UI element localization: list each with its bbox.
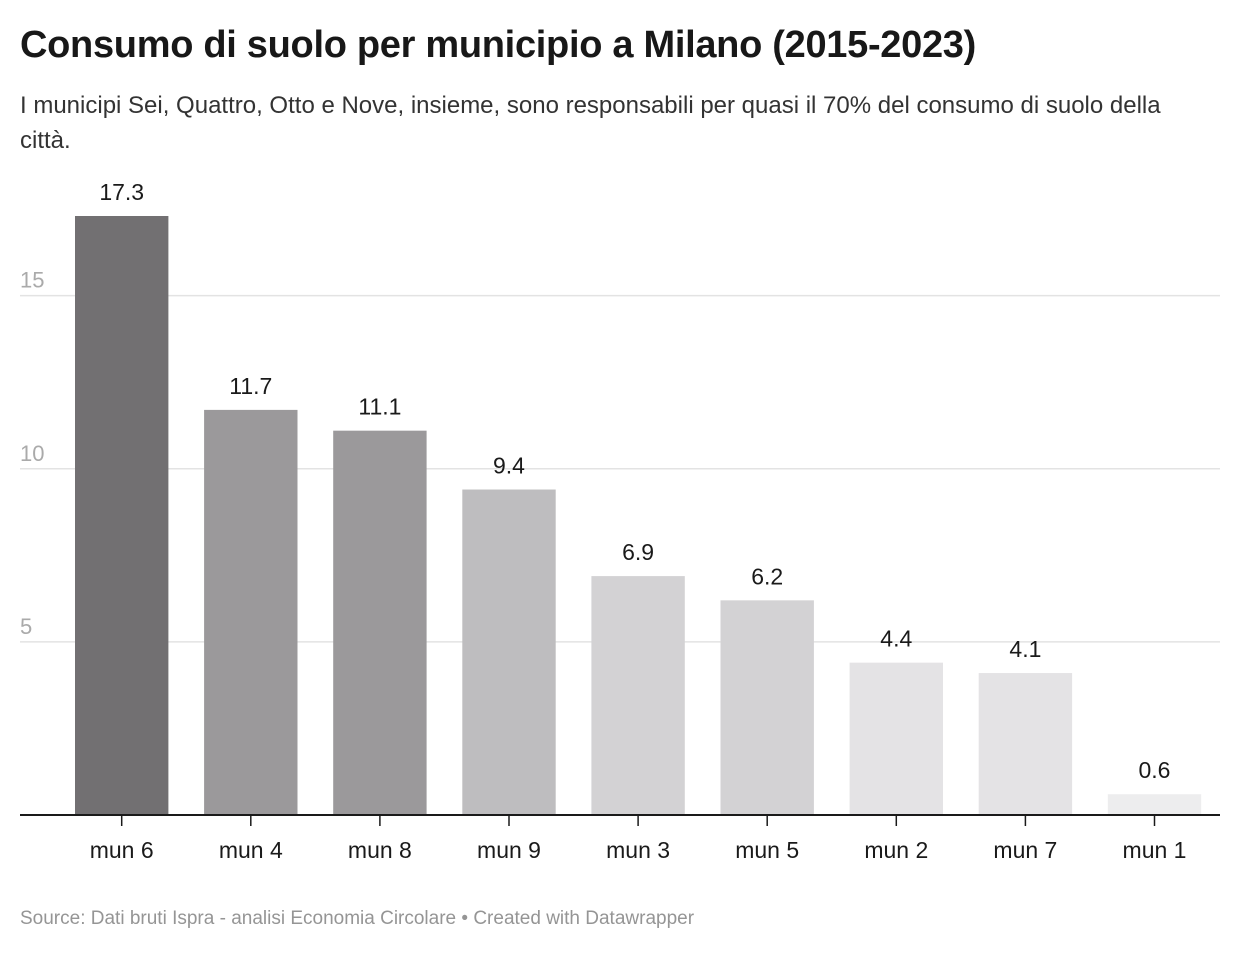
bar-mun-8 (333, 430, 427, 815)
x-tick-label: mun 8 (348, 837, 412, 863)
x-tick-label: mun 9 (477, 837, 541, 863)
x-tick-label: mun 2 (864, 837, 928, 863)
value-label: 17.3 (99, 179, 144, 205)
x-tick-label: mun 6 (90, 837, 154, 863)
bar-mun-2 (849, 662, 943, 815)
bar-mun-6 (75, 216, 169, 815)
bar-mun-7 (978, 673, 1073, 815)
bar-mun-5 (720, 600, 814, 815)
value-label: 11.7 (229, 373, 272, 399)
y-tick-labels: 5 10 15 (20, 268, 44, 639)
value-labels: 17.3 11.7 11.1 9.4 6.9 6.2 4.4 4.1 0.6 (99, 179, 1170, 783)
bar-mun-3 (591, 576, 685, 815)
y-tick-label: 5 (20, 614, 32, 639)
y-tick-label: 10 (20, 441, 44, 466)
x-tick-label: mun 1 (1123, 837, 1187, 863)
value-label: 6.9 (622, 539, 654, 565)
x-tick-label: mun 5 (735, 837, 799, 863)
value-label: 0.6 (1139, 757, 1171, 783)
source-note: Source: Dati bruti Ispra - analisi Econo… (20, 908, 695, 929)
chart-title: Consumo di suolo per municipio a Milano … (20, 24, 976, 66)
value-label: 4.1 (1009, 636, 1041, 662)
x-tick-label: mun 3 (606, 837, 670, 863)
value-label: 4.4 (880, 626, 912, 652)
value-label: 6.2 (751, 563, 783, 589)
bars (75, 216, 1202, 815)
chart-subtitle: I municipi Sei, Quattro, Otto e Nove, in… (20, 92, 1161, 154)
x-tick-labels: mun 6 mun 4 mun 8 mun 9 mun 3 mun 5 mun 2 mun 7… (90, 837, 1187, 863)
bar-mun-9 (462, 489, 556, 815)
x-axis (20, 814, 1220, 826)
x-tick-label: mun 7 (993, 837, 1057, 863)
bar-mun-4 (204, 409, 298, 815)
value-label: 9.4 (493, 453, 525, 479)
x-tick-label: mun 4 (219, 837, 283, 863)
value-label: 11.1 (358, 394, 401, 420)
bar-mun-1 (1107, 794, 1202, 815)
y-tick-label: 15 (20, 268, 44, 293)
